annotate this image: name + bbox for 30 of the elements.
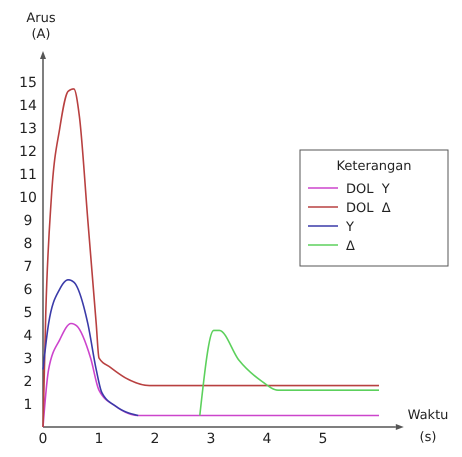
- y-tick-label: 14: [19, 98, 37, 114]
- x-tick-label: 5: [318, 431, 328, 447]
- x-axis-title: Waktu (s): [408, 408, 448, 445]
- line-series: [199, 330, 380, 416]
- legend-label: Y: [345, 220, 354, 235]
- y-tick-label: 8: [24, 236, 32, 252]
- y-tick-label: 6: [24, 282, 33, 298]
- legend-label: DOL Δ: [346, 201, 391, 216]
- line-series: [42, 279, 139, 416]
- y-tick-label: 2: [24, 374, 32, 390]
- y-tick-label: 12: [19, 144, 37, 160]
- legend-label: DOL Y: [346, 182, 390, 197]
- y-tick-label: 9: [24, 213, 32, 229]
- y-tick-label: 1: [24, 397, 32, 413]
- x-tick-label: 4: [262, 431, 272, 447]
- x-tick-label: 0: [38, 431, 48, 447]
- y-tick-label: 5: [24, 305, 32, 321]
- y-tick-label: 4: [24, 328, 33, 344]
- y-tick-label: 15: [19, 75, 37, 91]
- y-axis-title: Arus (A): [26, 11, 56, 42]
- y-tick-label: 11: [19, 167, 37, 183]
- y-tick-label: 3: [24, 351, 32, 367]
- legend-title: Keterangan: [336, 159, 412, 174]
- y-tick-label: 10: [19, 190, 37, 206]
- x-tick-label: 3: [206, 431, 216, 447]
- y-tick-label: 13: [19, 121, 37, 137]
- x-tick-label: 1: [94, 431, 104, 447]
- x-tick-label: 2: [150, 431, 160, 447]
- y-tick-label: 7: [24, 259, 32, 275]
- legend-label: Δ: [346, 239, 355, 254]
